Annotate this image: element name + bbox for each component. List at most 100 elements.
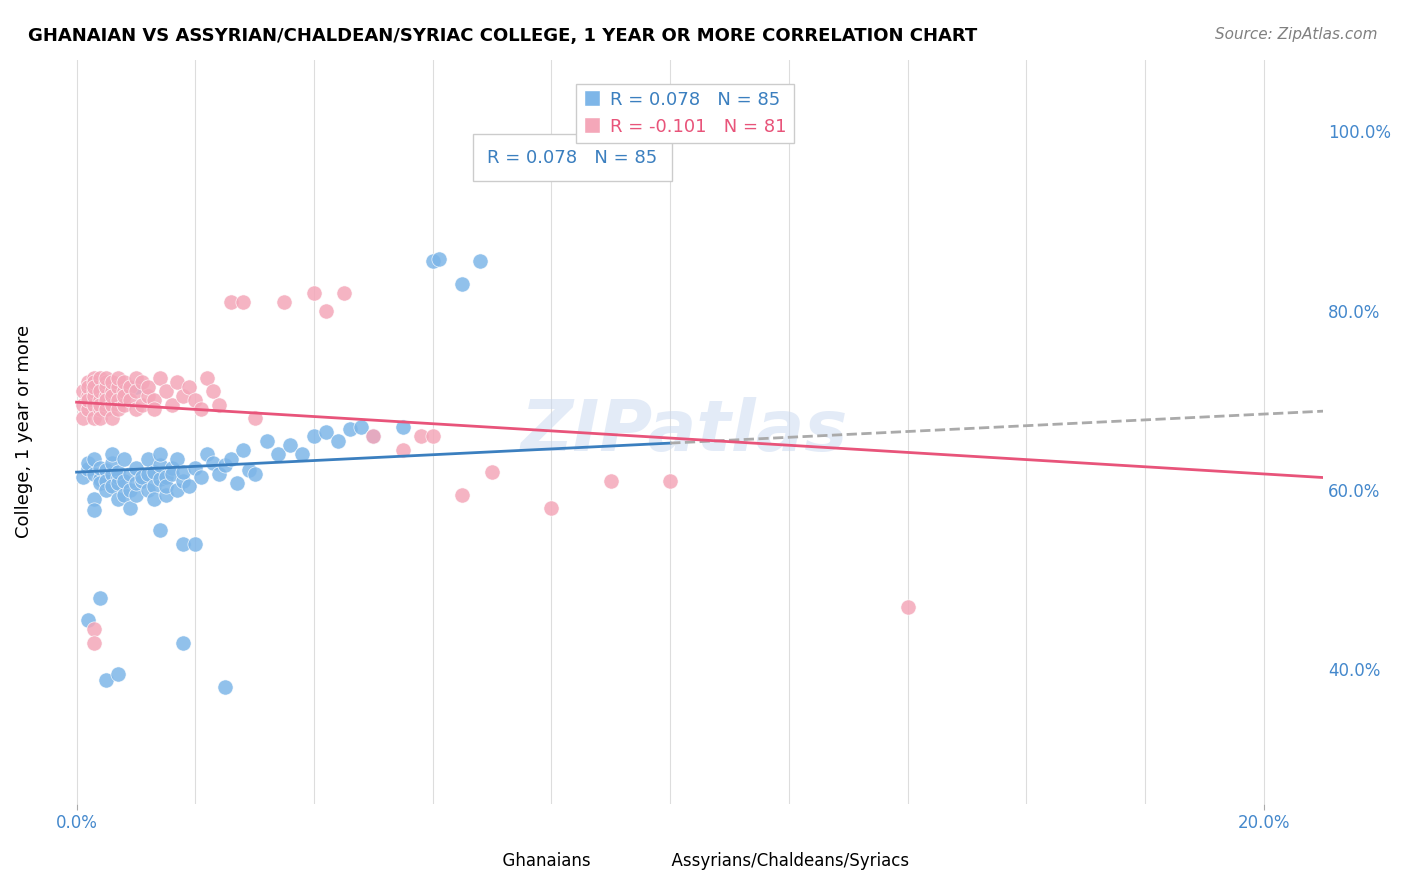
Point [184, 393, 207, 408]
Text: R = 0.078   N = 85: R = 0.078 N = 85 [488, 149, 658, 167]
Point [214, 458, 236, 472]
Point [101, 384, 124, 399]
Text: Assyrians/Chaldeans/Syriacs: Assyrians/Chaldeans/Syriacs [661, 852, 908, 870]
Point [83, 503, 105, 517]
Point [350, 420, 373, 434]
Point [136, 389, 159, 403]
Point [190, 402, 212, 417]
Point [77, 613, 100, 627]
Point [107, 491, 129, 506]
Point [77, 376, 100, 390]
Point [184, 460, 207, 475]
Point [172, 465, 194, 479]
Point [72, 384, 94, 399]
Point [392, 442, 415, 457]
Point [172, 635, 194, 649]
Point [96, 380, 118, 394]
Point [96, 673, 118, 688]
Point [83, 371, 105, 385]
Point [107, 465, 129, 479]
Point [89, 472, 111, 486]
Point [149, 472, 172, 486]
Point [125, 371, 148, 385]
Point [89, 475, 111, 490]
Point [332, 285, 354, 300]
Point [107, 402, 129, 417]
Point [273, 294, 295, 309]
Point [101, 398, 124, 412]
Point [599, 474, 621, 488]
Point [160, 398, 183, 412]
Point [125, 384, 148, 399]
Point [101, 478, 124, 492]
Text: ZIPatlas: ZIPatlas [522, 397, 849, 467]
Point [112, 474, 135, 488]
Point [315, 303, 337, 318]
Point [291, 447, 314, 461]
Point [83, 376, 105, 390]
Point [96, 474, 118, 488]
Point [208, 398, 231, 412]
Point [409, 429, 432, 443]
Point [83, 380, 105, 394]
Point [96, 389, 118, 403]
Point [540, 501, 562, 516]
Point [96, 371, 118, 385]
Point [302, 285, 325, 300]
Point [202, 384, 225, 399]
Point [166, 376, 188, 390]
Point [232, 442, 254, 457]
Point [179, 380, 201, 394]
Point [77, 380, 100, 394]
Point [427, 252, 450, 266]
Point [131, 474, 153, 488]
Point [131, 398, 153, 412]
Point [897, 599, 920, 614]
Point [118, 393, 141, 408]
Legend: R = 0.078   N = 85, R = -0.101   N = 81: R = 0.078 N = 85, R = -0.101 N = 81 [576, 84, 794, 143]
Point [118, 483, 141, 497]
Point [136, 467, 159, 481]
Point [83, 411, 105, 425]
Point [302, 429, 325, 443]
Point [190, 469, 212, 483]
Point [77, 402, 100, 417]
Point [72, 398, 94, 412]
Point [363, 429, 385, 443]
Point [72, 469, 94, 483]
Point [243, 411, 266, 425]
Point [136, 380, 159, 394]
Point [142, 393, 165, 408]
Point [125, 487, 148, 501]
Y-axis label: College, 1 year or more: College, 1 year or more [15, 326, 32, 539]
Point [363, 429, 385, 443]
Point [72, 411, 94, 425]
Point [89, 460, 111, 475]
Point [83, 451, 105, 466]
Point [131, 469, 153, 483]
Point [172, 389, 194, 403]
Point [112, 389, 135, 403]
Point [149, 458, 172, 472]
Point [101, 467, 124, 481]
Point [101, 411, 124, 425]
Point [125, 380, 148, 394]
Point [89, 371, 111, 385]
Point [149, 447, 172, 461]
Point [96, 463, 118, 477]
Point [83, 467, 105, 481]
Point [101, 447, 124, 461]
Point [96, 483, 118, 497]
Point [195, 371, 218, 385]
Point [160, 460, 183, 475]
Point [659, 474, 682, 488]
Point [96, 402, 118, 417]
Point [118, 501, 141, 516]
Point [179, 478, 201, 492]
Point [112, 376, 135, 390]
Point [83, 635, 105, 649]
Point [451, 277, 474, 291]
Point [118, 380, 141, 394]
Point [96, 376, 118, 390]
Point [125, 475, 148, 490]
